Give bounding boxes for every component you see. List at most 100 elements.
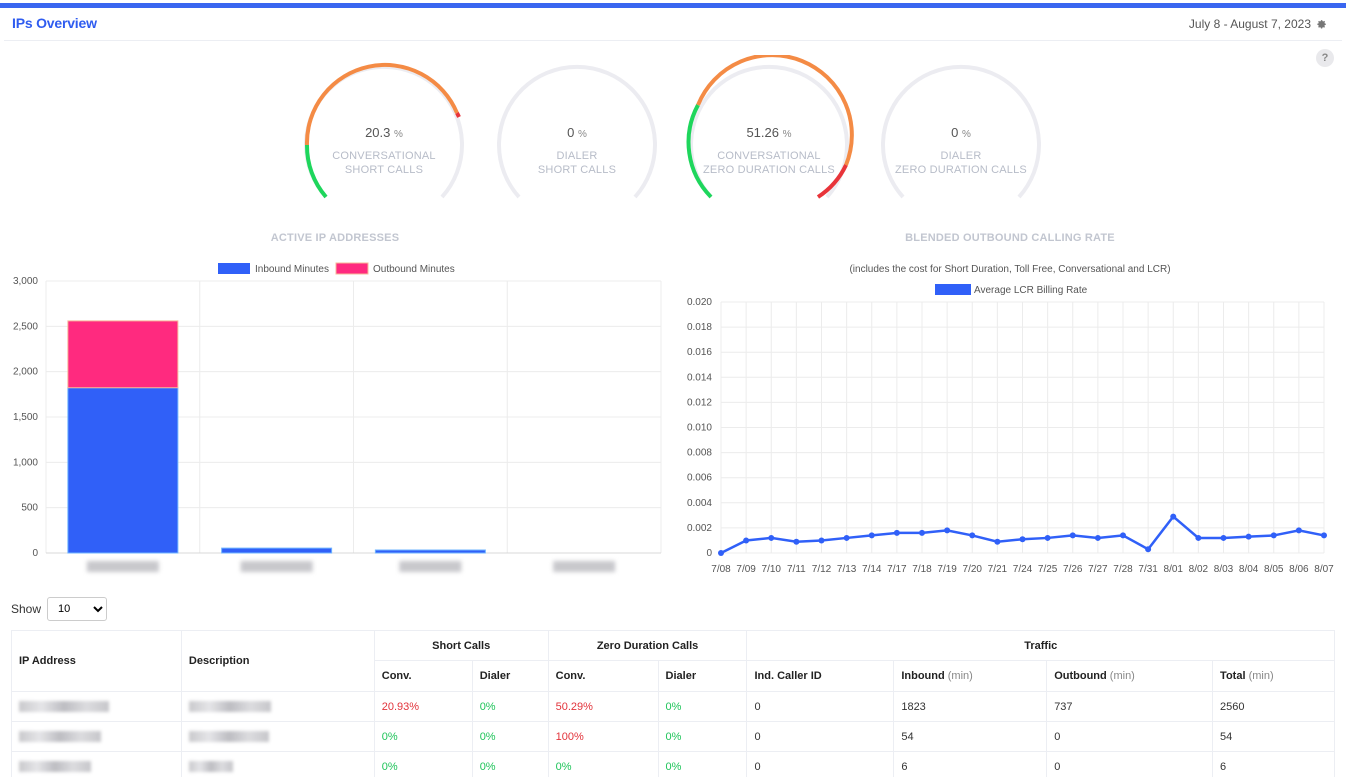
bar-ytick-label: 500 xyxy=(21,503,38,514)
bar-inbound[interactable] xyxy=(67,387,179,554)
lcr-data-point[interactable] xyxy=(969,532,976,539)
bar-xtick-redacted xyxy=(240,561,313,572)
table-row: 20.93% 0% 50.29% 0% 0 1823 737 2560 xyxy=(11,691,1335,722)
line-xtick-label: 7/19 xyxy=(937,564,957,575)
line-ytick-label: 0.010 xyxy=(687,423,712,434)
lcr-data-point[interactable] xyxy=(1245,533,1252,540)
cell-total: 2560 xyxy=(1212,691,1335,722)
col-group-short-calls: Short Calls xyxy=(373,630,549,661)
lcr-data-point[interactable] xyxy=(1220,534,1227,541)
line-xtick-label: 7/11 xyxy=(787,564,806,575)
col-total[interactable]: Total (min) xyxy=(1212,660,1335,692)
line-chart-subtitle: (includes the cost for Short Duration, T… xyxy=(849,264,1170,275)
line-xtick-label: 7/28 xyxy=(1113,564,1133,575)
cell-sc-conv: 0% xyxy=(373,751,473,777)
line-xtick-label: 8/02 xyxy=(1189,564,1209,575)
line-ytick-label: 0.004 xyxy=(687,498,712,509)
lcr-data-point[interactable] xyxy=(843,534,850,541)
desc-cell-redacted xyxy=(180,721,375,752)
col-outbound[interactable]: Outbound (min) xyxy=(1046,660,1214,692)
line-ytick-label: 0.018 xyxy=(687,322,712,333)
ip-cell-redacted xyxy=(11,721,182,752)
cell-sc-dialer: 0% xyxy=(471,721,549,752)
lcr-data-point[interactable] xyxy=(1170,513,1177,520)
lcr-data-point[interactable] xyxy=(944,527,951,534)
cell-outbound: 737 xyxy=(1046,691,1214,722)
lcr-data-point[interactable] xyxy=(1145,546,1152,553)
bar-ytick-label: 3,000 xyxy=(13,276,38,287)
blended-rate-line-chart: (includes the cost for Short Duration, T… xyxy=(687,264,1334,575)
table-row: 0% 0% 0% 0% 0 6 0 6 xyxy=(11,751,1335,777)
page-header: IPs Overview July 8 - August 7, 2023 xyxy=(4,8,1342,41)
line-ytick-label: 0.012 xyxy=(687,397,712,408)
col-group-zero-duration: Zero Duration Calls xyxy=(547,630,748,661)
line-xtick-label: 7/08 xyxy=(711,564,731,575)
lcr-data-point[interactable] xyxy=(1019,536,1026,543)
bar-inbound[interactable] xyxy=(374,549,486,554)
cell-caller-id: 0 xyxy=(746,691,895,722)
gauge-label: DIALER SHORT CALLS xyxy=(537,150,617,176)
cell-outbound: 0 xyxy=(1046,751,1214,777)
line-xtick-label: 7/24 xyxy=(1013,564,1033,575)
gauge-label: CONVERSATIONAL SHORT CALLS xyxy=(332,150,436,176)
lcr-data-point[interactable] xyxy=(1321,532,1327,539)
legend-outbound-label[interactable]: Outbound Minutes xyxy=(373,264,455,275)
legend-lcr-label[interactable]: Average LCR Billing Rate xyxy=(974,285,1088,296)
line-ytick-label: 0.006 xyxy=(687,473,712,484)
bar-inbound[interactable] xyxy=(221,547,333,554)
lcr-data-point[interactable] xyxy=(793,538,800,545)
line-xtick-label: 7/20 xyxy=(963,564,983,575)
ip-cell-redacted xyxy=(11,751,182,777)
lcr-data-point[interactable] xyxy=(1120,532,1126,539)
lcr-data-point[interactable] xyxy=(1270,532,1277,539)
lcr-data-point[interactable] xyxy=(718,550,724,556)
ip-cell-redacted xyxy=(11,691,182,722)
page-size-select[interactable]: 10 xyxy=(47,597,108,621)
cell-sc-dialer: 0% xyxy=(471,691,549,722)
gauge-3-arc xyxy=(686,55,854,199)
lcr-data-point[interactable] xyxy=(743,537,750,544)
legend-inbound-swatch[interactable] xyxy=(218,263,250,274)
lcr-data-point[interactable] xyxy=(1094,534,1101,541)
col-zd-dialer[interactable]: Dialer xyxy=(657,660,748,692)
active-ip-title: ACTIVE IP ADDRESSES xyxy=(270,232,400,244)
lcr-data-point[interactable] xyxy=(1195,534,1202,541)
col-zd-conv[interactable]: Conv. xyxy=(547,660,659,692)
col-inbound[interactable]: Inbound (min) xyxy=(893,660,1048,692)
help-icon[interactable]: ? xyxy=(1316,49,1334,67)
col-description[interactable]: Description xyxy=(180,630,375,692)
gear-icon[interactable] xyxy=(1316,19,1327,30)
date-range-text: July 8 - August 7, 2023 xyxy=(1188,17,1311,31)
legend-outbound-swatch[interactable] xyxy=(335,262,369,275)
gauge-conversational-zero-duration: 51.26 % CONVERSATIONAL ZERO DURATION CALL… xyxy=(684,55,854,205)
gauge-value: 20.3 % xyxy=(365,125,403,140)
bar-ytick-label: 1,500 xyxy=(13,412,38,423)
lcr-data-point[interactable] xyxy=(768,534,775,541)
lcr-data-point[interactable] xyxy=(994,538,1001,545)
desc-cell-redacted xyxy=(180,751,375,777)
legend-inbound-label[interactable]: Inbound Minutes xyxy=(255,264,329,275)
lcr-data-point[interactable] xyxy=(893,529,900,536)
col-sc-dialer[interactable]: Dialer xyxy=(471,660,549,692)
lcr-data-point[interactable] xyxy=(1295,527,1302,534)
line-xtick-label: 7/27 xyxy=(1088,564,1108,575)
lcr-data-point[interactable] xyxy=(919,529,925,536)
page-title: IPs Overview xyxy=(12,15,97,31)
lcr-data-point[interactable] xyxy=(818,537,825,544)
bar-outbound[interactable] xyxy=(67,320,179,389)
col-ip-address[interactable]: IP Address xyxy=(11,630,182,692)
bar-xtick-redacted xyxy=(553,561,616,572)
line-xtick-label: 7/17 xyxy=(887,564,907,575)
col-caller-id[interactable]: Ind. Caller ID xyxy=(746,660,895,692)
bar-ytick-label: 1,000 xyxy=(13,457,38,468)
lcr-data-point[interactable] xyxy=(1044,534,1051,541)
date-range-picker[interactable]: July 8 - August 7, 2023 xyxy=(1189,17,1327,31)
col-sc-conv[interactable]: Conv. xyxy=(373,660,473,692)
gauge-value: 51.26 % xyxy=(746,125,792,140)
lcr-data-point[interactable] xyxy=(868,532,875,539)
legend-lcr-swatch[interactable] xyxy=(935,284,971,295)
gauge-value: 0 % xyxy=(951,125,971,140)
cell-sc-conv: 0% xyxy=(373,721,473,752)
lcr-data-point[interactable] xyxy=(1069,532,1076,539)
line-ytick-label: 0.008 xyxy=(687,448,712,459)
